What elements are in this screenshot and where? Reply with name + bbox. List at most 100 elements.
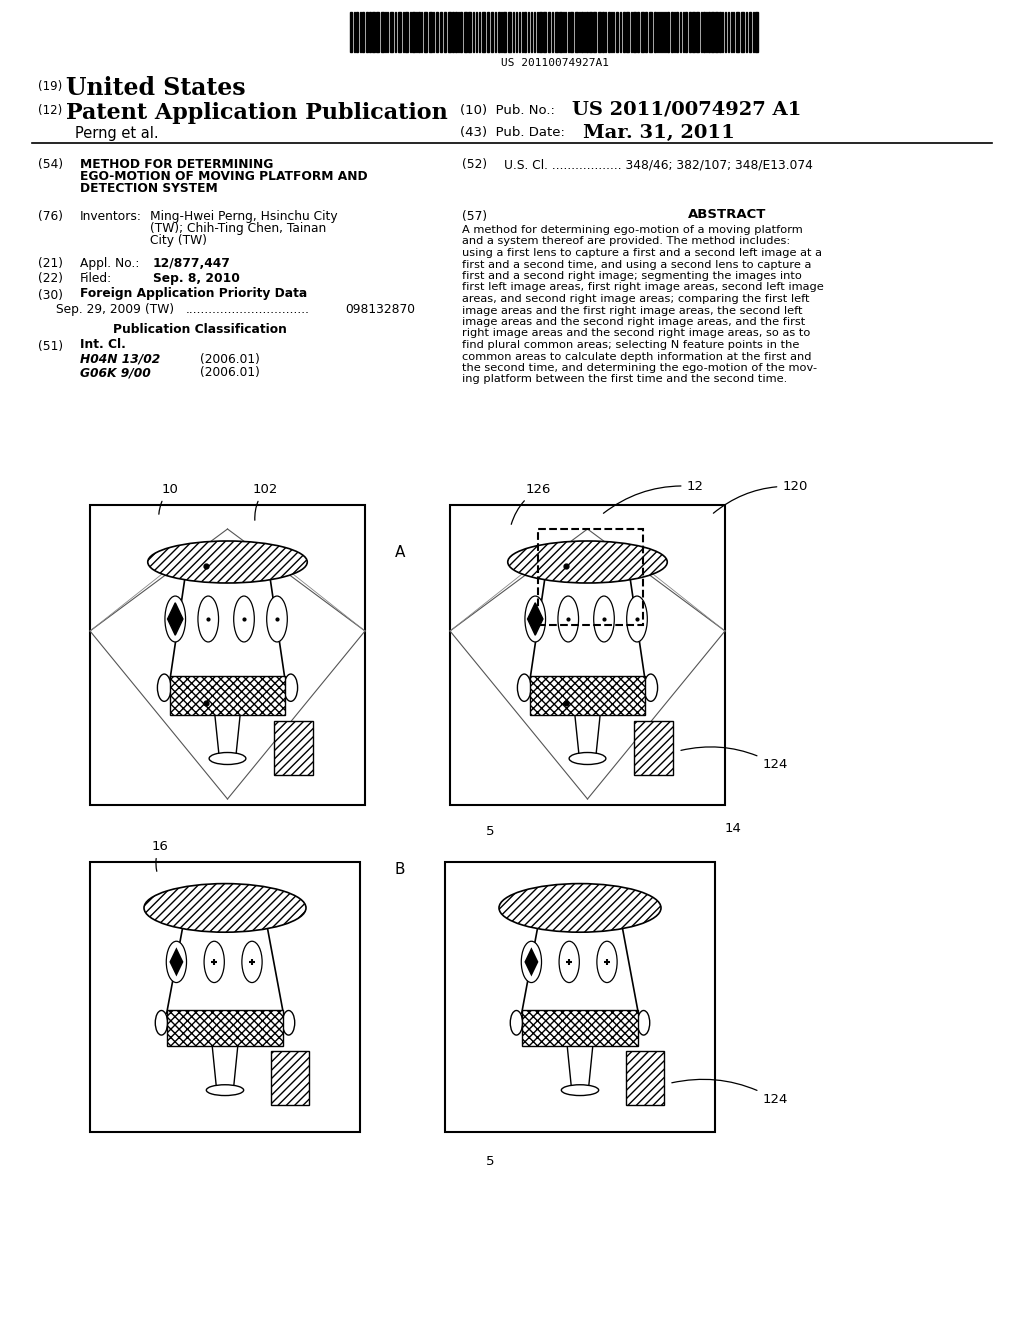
Ellipse shape	[207, 1085, 244, 1096]
Bar	[741, 12, 744, 51]
Bar	[676, 12, 678, 51]
Bar	[555, 12, 558, 51]
Bar	[719, 12, 721, 51]
Text: (21): (21)	[38, 257, 63, 271]
Ellipse shape	[166, 941, 186, 982]
Bar	[645, 12, 647, 51]
Text: US 2011/0074927 A1: US 2011/0074927 A1	[572, 102, 802, 119]
Bar	[715, 12, 718, 51]
Bar	[703, 12, 705, 51]
Text: common areas to calculate depth information at the first and: common areas to calculate depth informat…	[462, 351, 811, 362]
Bar	[362, 12, 364, 51]
Bar	[274, 721, 312, 775]
Text: Publication Classification: Publication Classification	[113, 323, 287, 337]
Text: image areas and the first right image areas, the second left: image areas and the first right image ar…	[462, 305, 803, 315]
Text: (51): (51)	[38, 341, 63, 352]
Bar	[654, 12, 656, 51]
Bar	[749, 12, 751, 51]
Text: ABSTRACT: ABSTRACT	[688, 209, 766, 220]
Text: (TW); Chih-Ting Chen, Tainan: (TW); Chih-Ting Chen, Tainan	[150, 222, 327, 235]
Bar	[626, 12, 629, 51]
Ellipse shape	[158, 675, 171, 701]
Ellipse shape	[266, 597, 288, 642]
Ellipse shape	[283, 1011, 295, 1035]
Text: City (TW): City (TW)	[150, 234, 207, 247]
Text: (2006.01): (2006.01)	[200, 352, 260, 366]
Bar	[633, 12, 636, 51]
Bar	[444, 12, 446, 51]
Text: right image areas and the second right image areas, so as to: right image areas and the second right i…	[462, 329, 810, 338]
Text: Int. Cl.: Int. Cl.	[80, 338, 126, 351]
Text: Appl. No.:: Appl. No.:	[80, 257, 139, 271]
Bar	[398, 12, 401, 51]
Ellipse shape	[517, 675, 531, 701]
Text: Foreign Application Priority Data: Foreign Application Priority Data	[80, 286, 307, 300]
Text: the second time, and determining the ego-motion of the mov-: the second time, and determining the ego…	[462, 363, 817, 374]
Text: (57): (57)	[462, 210, 487, 223]
Ellipse shape	[510, 1011, 522, 1035]
Ellipse shape	[233, 597, 254, 642]
Ellipse shape	[594, 597, 614, 642]
Bar	[598, 12, 601, 51]
Ellipse shape	[499, 883, 662, 932]
Ellipse shape	[242, 941, 262, 982]
Bar	[452, 12, 454, 51]
Bar	[543, 12, 546, 51]
Text: A method for determining ego-motion of a moving platform: A method for determining ego-motion of a…	[462, 224, 803, 235]
Text: ................................: ................................	[186, 304, 310, 315]
Text: Perng et al.: Perng et al.	[75, 125, 159, 141]
Bar	[412, 12, 415, 51]
Bar	[616, 12, 618, 51]
Bar	[503, 12, 506, 51]
Bar	[637, 12, 639, 51]
Text: Ming-Hwei Perng, Hsinchu City: Ming-Hwei Perng, Hsinchu City	[150, 210, 338, 223]
Bar	[455, 12, 457, 51]
Bar	[548, 12, 550, 51]
Bar	[406, 12, 408, 51]
Text: Patent Application Publication: Patent Application Publication	[66, 102, 447, 124]
Text: first left image areas, first right image areas, second left image: first left image areas, first right imag…	[462, 282, 823, 293]
Text: G06K 9/00: G06K 9/00	[80, 366, 151, 379]
Bar	[376, 12, 379, 51]
Text: DETECTION SYSTEM: DETECTION SYSTEM	[80, 182, 218, 195]
Bar	[593, 12, 596, 51]
Text: areas, and second right image areas; comparing the first left: areas, and second right image areas; com…	[462, 294, 810, 304]
Text: US 20110074927A1: US 20110074927A1	[501, 58, 609, 69]
Bar	[539, 12, 542, 51]
Text: (12): (12)	[38, 104, 62, 117]
Bar	[559, 12, 562, 51]
Text: 124: 124	[672, 1080, 787, 1106]
Bar	[736, 12, 739, 51]
Bar	[589, 12, 592, 51]
Bar	[649, 12, 652, 51]
Bar	[366, 12, 368, 51]
Text: METHOD FOR DETERMINING: METHOD FOR DETERMINING	[80, 158, 273, 172]
Text: U.S. Cl. .................. 348/46; 382/107; 348/E13.074: U.S. Cl. .................. 348/46; 382/…	[504, 158, 813, 172]
Ellipse shape	[521, 941, 542, 982]
Bar	[538, 529, 642, 624]
Text: find plural common areas; selecting N feature points in the: find plural common areas; selecting N fe…	[462, 341, 800, 350]
Bar	[468, 12, 471, 51]
Text: (22): (22)	[38, 272, 63, 285]
Bar	[381, 12, 384, 51]
Polygon shape	[524, 948, 539, 977]
Bar	[372, 12, 375, 51]
Text: 10: 10	[159, 483, 178, 515]
Text: (TW): (TW)	[145, 304, 174, 315]
Bar	[608, 12, 610, 51]
Bar	[390, 12, 393, 51]
Bar	[436, 12, 438, 51]
Bar	[623, 12, 625, 51]
Bar	[487, 12, 489, 51]
Polygon shape	[527, 603, 543, 635]
Ellipse shape	[559, 941, 580, 982]
Bar	[602, 12, 604, 51]
Text: and a system thereof are provided. The method includes:: and a system thereof are provided. The m…	[462, 236, 791, 247]
Text: 098132870: 098132870	[345, 304, 415, 315]
Bar	[581, 12, 583, 51]
Text: 126: 126	[511, 483, 551, 524]
Bar	[167, 1011, 284, 1045]
Bar	[424, 12, 427, 51]
Bar	[271, 1051, 308, 1105]
Text: (2006.01): (2006.01)	[200, 366, 260, 379]
